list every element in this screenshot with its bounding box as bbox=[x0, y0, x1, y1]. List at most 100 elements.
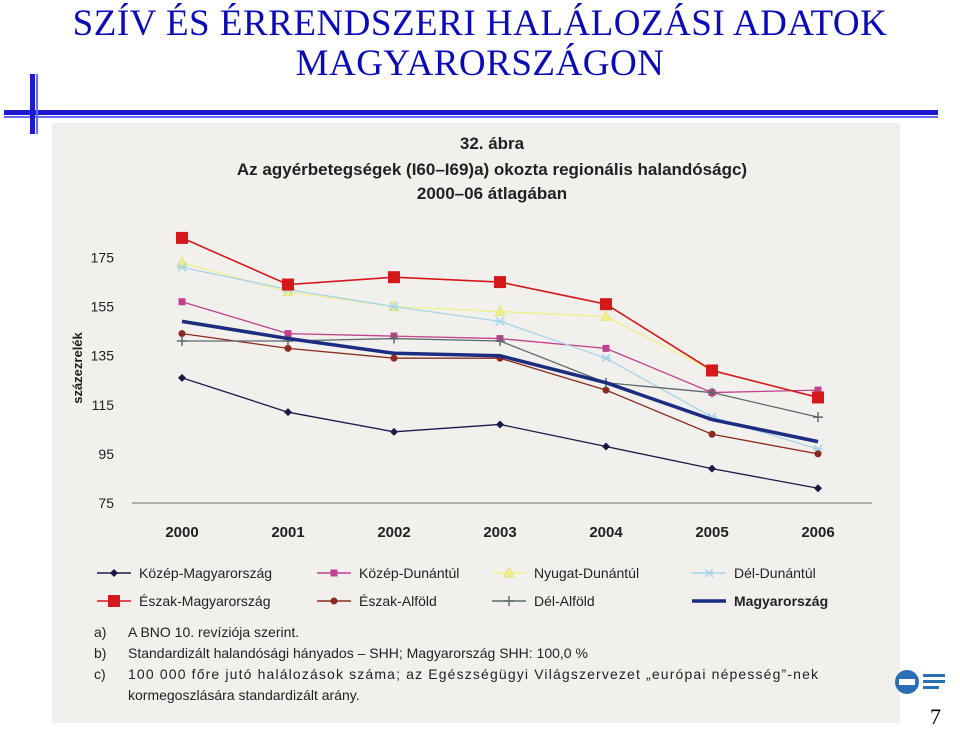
x-tick-label-2003: 2003 bbox=[483, 524, 516, 541]
slide-title-line1: SZÍV ÉS ÉRRENDSZERI HALÁLOZÁSI ADATOK bbox=[72, 3, 888, 44]
data-point-d-l-alf-ld-2003 bbox=[495, 336, 505, 346]
legend-item--szak-alf-ld: Észak-Alföld bbox=[317, 593, 437, 609]
data-point--szak-magyarorsz-g-2001 bbox=[282, 278, 294, 291]
data-point--szak-magyarorsz-g-2005 bbox=[706, 364, 718, 377]
y-tick-label-95: 95 bbox=[98, 446, 114, 462]
data-point-k-z-p-magyarorsz-g-2003 bbox=[496, 420, 504, 429]
legend-item-d-l-dun-nt-l: Dél-Dunántúl bbox=[692, 565, 816, 581]
chart-scan: 32. ábra Az agyérbetegségek (I60–I69)a) … bbox=[52, 123, 900, 723]
footnote-mark: a) bbox=[94, 624, 106, 640]
legend-label-d-l-alf-ld: Dél-Alföld bbox=[534, 593, 595, 609]
legend-marker-k-z-p-dun-nt-l bbox=[330, 569, 338, 577]
data-point-d-l-alf-ld-2002 bbox=[389, 333, 399, 344]
data-point--szak-alf-ld-2002 bbox=[390, 354, 398, 362]
data-point--szak-magyarorsz-g-2006 bbox=[812, 391, 824, 404]
legend-label-magyarorsz-g: Magyarország bbox=[734, 593, 828, 609]
logo-text-line-1 bbox=[923, 674, 945, 677]
line-chart: 32. ábra Az agyérbetegségek (I60–I69)a) … bbox=[70, 134, 872, 703]
data-point-k-z-p-magyarorsz-g-2005 bbox=[708, 464, 716, 473]
footnote-1: b) Standardizált halandósági hányados – S… bbox=[94, 645, 588, 661]
data-point--szak-alf-ld-2005 bbox=[708, 430, 716, 438]
data-point--szak-alf-ld-2000 bbox=[178, 330, 186, 338]
legend-marker-nyugat-dun-nt-l bbox=[503, 566, 515, 578]
series-line-magyarorsz-g bbox=[181, 319, 819, 444]
data-point-nyugat-dun-nt-l-2004 bbox=[600, 309, 612, 321]
x-tick-label-2000: 2000 bbox=[165, 524, 198, 541]
data-point-d-l-dun-nt-l-2002 bbox=[389, 302, 399, 312]
footnote-2: c) 100 000 főre jutó halálozások száma; a… bbox=[94, 666, 819, 682]
data-point-k-z-p-magyarorsz-g-2006 bbox=[814, 484, 822, 493]
data-point-nyugat-dun-nt-l-2003 bbox=[494, 304, 506, 316]
data-point--szak-magyarorsz-g-2000 bbox=[176, 231, 188, 244]
y-tick-label-135: 135 bbox=[91, 348, 115, 364]
chart-title-line2: 2000–06 átlagában bbox=[417, 184, 567, 203]
footnote-text: Standardizált halandósági hányados – SHH… bbox=[128, 645, 588, 661]
data-point-k-z-p-magyarorsz-g-2000 bbox=[178, 373, 186, 382]
series-line--szak-magyarorsz-g bbox=[181, 237, 819, 399]
data-point--szak-alf-ld-2006 bbox=[814, 450, 822, 458]
legend-label-k-z-p-magyarorsz-g: Közép-Magyarország bbox=[139, 565, 272, 581]
legend-marker-d-l-dun-nt-l bbox=[704, 568, 714, 578]
data-point--szak-alf-ld-2001 bbox=[284, 344, 292, 352]
x-tick-label-2002: 2002 bbox=[377, 524, 410, 541]
data-point-d-l-dun-nt-l-2000 bbox=[177, 262, 187, 272]
series--szak-alf-ld bbox=[178, 330, 822, 458]
y-tick-label-155: 155 bbox=[91, 299, 115, 315]
legend-label-d-l-dun-nt-l: Dél-Dunántúl bbox=[734, 565, 816, 581]
legend-marker-k-z-p-magyarorsz-g bbox=[110, 569, 118, 577]
footnote-mark: b) bbox=[94, 645, 106, 661]
data-point-d-l-dun-nt-l-2004 bbox=[601, 353, 611, 363]
footnote-text: kormegoszlására standardizált arány. bbox=[128, 687, 360, 703]
title-vertical-accent bbox=[30, 74, 35, 134]
series--szak-magyarorsz-g bbox=[176, 231, 824, 404]
slide-title-line2: MAGYARORSZÁGON bbox=[295, 43, 665, 84]
footnote-0: a) A BNO 10. revíziója szerint. bbox=[94, 624, 299, 640]
logo-emblem-band bbox=[899, 679, 915, 685]
data-point-k-z-p-dun-nt-l-2001 bbox=[284, 330, 292, 338]
data-point--szak-alf-ld-2004 bbox=[602, 386, 610, 394]
data-point-k-z-p-dun-nt-l-2006 bbox=[814, 386, 822, 394]
data-point--szak-magyarorsz-g-2004 bbox=[600, 298, 612, 311]
y-tick-label-115: 115 bbox=[92, 397, 115, 413]
series-k-z-p-magyarorsz-g bbox=[178, 373, 822, 493]
footnote-mark: c) bbox=[94, 666, 106, 682]
logo-text-line-2 bbox=[923, 680, 945, 683]
x-tick-label-2004: 2004 bbox=[589, 524, 623, 541]
data-point-k-z-p-magyarorsz-g-2001 bbox=[284, 408, 292, 417]
legend-marker--szak-magyarorsz-g bbox=[108, 595, 120, 607]
figure-label: 32. ábra bbox=[460, 134, 525, 153]
footnote-text: 100 000 főre jutó halálozások száma; az … bbox=[128, 666, 819, 682]
footnote-3: kormegoszlására standardizált arány. bbox=[128, 687, 360, 703]
legend-label-k-z-p-dun-nt-l: Közép-Dunántúl bbox=[359, 565, 459, 581]
title-underline bbox=[4, 110, 938, 115]
chart-title-line1: Az agyérbetegségek (I60–I69)a) okozta re… bbox=[237, 160, 747, 179]
data-point-k-z-p-magyarorsz-g-2002 bbox=[390, 427, 398, 436]
title-underline-light bbox=[4, 116, 938, 118]
x-tick-label-2001: 2001 bbox=[271, 524, 304, 541]
y-axis-label: százezrelék bbox=[70, 331, 85, 403]
footnote-text: A BNO 10. revíziója szerint. bbox=[128, 624, 299, 640]
legend-item-k-z-p-dun-nt-l: Közép-Dunántúl bbox=[317, 565, 459, 581]
logo-text-line-3 bbox=[923, 686, 939, 689]
ksh-logo bbox=[895, 670, 945, 694]
data-point-k-z-p-dun-nt-l-2004 bbox=[602, 344, 610, 352]
legend-item-k-z-p-magyarorsz-g: Közép-Magyarország bbox=[97, 565, 272, 581]
legend-item-nyugat-dun-nt-l: Nyugat-Dunántúl bbox=[492, 565, 639, 581]
x-tick-label-2006: 2006 bbox=[801, 524, 834, 541]
legend-item-d-l-alf-ld: Dél-Alföld bbox=[492, 593, 595, 609]
data-point-d-l-alf-ld-2000 bbox=[177, 336, 187, 346]
data-point-k-z-p-dun-nt-l-2000 bbox=[178, 298, 186, 306]
data-point--szak-magyarorsz-g-2003 bbox=[494, 276, 506, 289]
legend-marker--szak-alf-ld bbox=[330, 597, 338, 605]
series-magyarorsz-g bbox=[181, 319, 819, 444]
data-point-d-l-alf-ld-2005 bbox=[707, 387, 717, 398]
data-point-k-z-p-magyarorsz-g-2004 bbox=[602, 442, 610, 451]
legend-label-nyugat-dun-nt-l: Nyugat-Dunántúl bbox=[534, 565, 639, 581]
y-tick-label-175: 175 bbox=[91, 250, 115, 266]
legend-label--szak-alf-ld: Észak-Alföld bbox=[359, 593, 437, 609]
legend-item-magyarorsz-g: Magyarország bbox=[692, 593, 828, 609]
title-vertical-accent-light bbox=[36, 74, 38, 134]
page-number: 7 bbox=[930, 704, 941, 729]
series-line--szak-alf-ld bbox=[181, 332, 819, 455]
x-tick-label-2005: 2005 bbox=[695, 524, 728, 541]
